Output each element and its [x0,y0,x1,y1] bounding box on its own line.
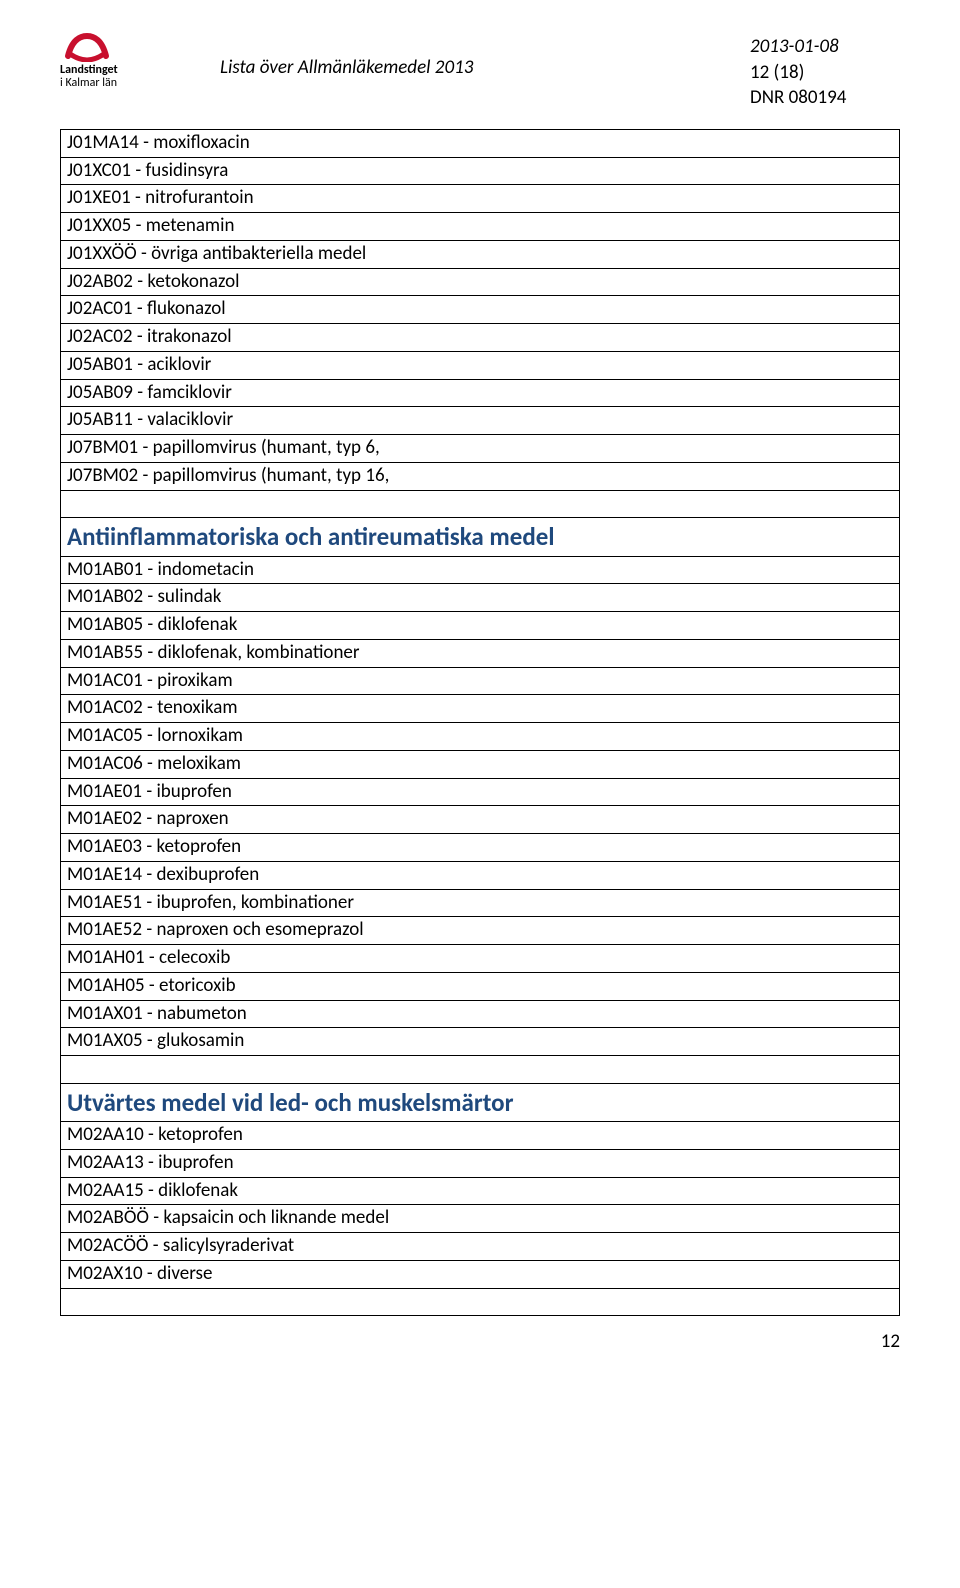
table-row: M01AC01 - piroxikam [61,667,900,695]
table-row: J01XXÖÖ - övriga antibakteriella medel [61,240,900,268]
table-row: J01MA14 - moxifloxacin [61,129,900,157]
table-row: J01XC01 - fusidinsyra [61,157,900,185]
spacer-row [61,1288,900,1316]
table-row: J02AC02 - itrakonazol [61,324,900,352]
table-row: J02AC01 - flukonazol [61,296,900,324]
table-row: M01AE03 - ketoprofen [61,834,900,862]
header-page: 12 (18) [750,60,900,86]
table-row: M02ABÖÖ - kapsaicin och liknande medel [61,1205,900,1233]
section-heading: Antiinflammatoriska och antireumatiska m… [61,518,900,556]
logo-text: Landstinget i Kalmar län [60,64,180,90]
table-row: J07BM02 - papillomvirus (humant, typ 16, [61,462,900,490]
table-row: J02AB02 - ketokonazol [61,268,900,296]
table-row: J05AB11 - valaciklovir [61,407,900,435]
table-row: M02AA10 - ketoprofen [61,1122,900,1150]
table-row: M01AX01 - nabumeton [61,1000,900,1028]
header-meta: 2013-01-08 12 (18) DNR 080194 [750,34,900,111]
page-header: Landstinget i Kalmar län Lista över Allm… [60,30,900,111]
table-row: M01AC06 - meloxikam [61,750,900,778]
table-row: M02AA15 - diklofenak [61,1177,900,1205]
table-row: M01AH01 - celecoxib [61,945,900,973]
table-row: M01AB05 - diklofenak [61,612,900,640]
document-title: Lista över Allmänläkemedel 2013 [220,56,473,79]
table-row: M01AE51 - ibuprofen, kombinationer [61,889,900,917]
table-row: M01AB01 - indometacin [61,556,900,584]
landstinget-logo-icon [60,30,114,62]
table-row: J07BM01 - papillomvirus (humant, typ 6, [61,435,900,463]
table-row: M02AA13 - ibuprofen [61,1149,900,1177]
table-row: M02ACÖÖ - salicylsyraderivat [61,1233,900,1261]
table-row: M01AE52 - naproxen och esomeprazol [61,917,900,945]
table-row: M01AC05 - lornoxikam [61,723,900,751]
table-row: M01AC02 - tenoxikam [61,695,900,723]
table-row: M01AX05 - glukosamin [61,1028,900,1056]
logo: Landstinget i Kalmar län [60,30,180,90]
table-row: J05AB09 - famciklovir [61,379,900,407]
logo-sub: i Kalmar län [60,76,117,90]
logo-brand: Landstinget [60,63,118,77]
spacer-row [61,1056,900,1084]
table-row: M01AB02 - sulindak [61,584,900,612]
header-date: 2013-01-08 [750,34,900,60]
section-heading: Utvärtes medel vid led- och muskelsmärto… [61,1083,900,1121]
footer-page-number: 12 [60,1330,900,1353]
spacer-row [61,490,900,518]
table-row: M02AX10 - diverse [61,1260,900,1288]
table-row: M01AB55 - diklofenak, kombinationer [61,639,900,667]
medicine-table: J01MA14 - moxifloxacinJ01XC01 - fusidins… [60,129,900,1317]
table-row: J01XX05 - metenamin [61,213,900,241]
table-row: M01AH05 - etoricoxib [61,972,900,1000]
table-row: M01AE01 - ibuprofen [61,778,900,806]
table-row: J05AB01 - aciklovir [61,351,900,379]
header-titles: Lista över Allmänläkemedel 2013 2013-01-… [180,30,900,111]
header-dnr: DNR 080194 [750,85,900,111]
table-row: J01XE01 - nitrofurantoin [61,185,900,213]
table-row: M01AE14 - dexibuprofen [61,861,900,889]
table-row: M01AE02 - naproxen [61,806,900,834]
